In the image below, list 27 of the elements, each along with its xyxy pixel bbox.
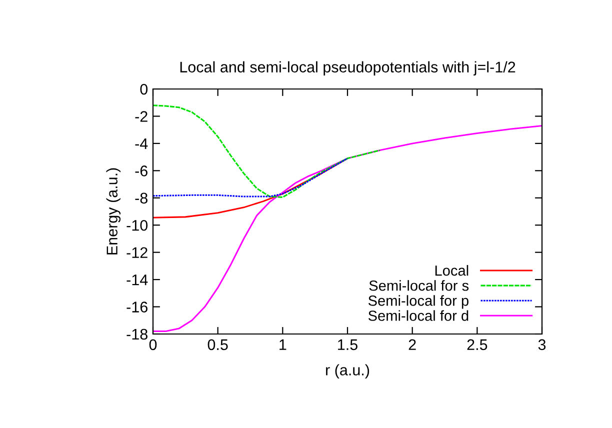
y-tick-label: -2 <box>135 111 148 122</box>
legend-label: Semi-local for s <box>369 280 469 291</box>
y-tick-label: -6 <box>135 166 148 176</box>
line-series <box>153 124 542 332</box>
line-series <box>153 104 381 198</box>
y-tick-label: -8 <box>135 192 148 204</box>
x-tick-label: 1.5 <box>338 339 358 350</box>
y-axis-title: Energy (a.u.) <box>106 168 121 254</box>
line-series <box>153 158 348 198</box>
y-tick-label: -16 <box>126 302 148 312</box>
y-tick-label: 0 <box>140 84 148 95</box>
x-tick-label: 3 <box>538 339 546 350</box>
x-tick-label: 1 <box>280 339 286 350</box>
y-tick-label: -10 <box>126 220 148 231</box>
legend-label: Semi-local for d <box>368 310 468 321</box>
y-tick-label: -12 <box>126 247 148 258</box>
x-tick-label: 0 <box>149 339 157 350</box>
y-tick-label: -14 <box>126 274 148 286</box>
x-tick-label: 0.5 <box>208 339 228 350</box>
y-tick-label: -18 <box>126 328 148 340</box>
x-tick-label: 2 <box>408 339 416 350</box>
legend-label: Semi-local for p <box>368 295 468 309</box>
chart-title: Local and semi-local pseudopotentials with j=l-1/2 <box>180 61 516 76</box>
x-axis-title: r (a.u.) <box>326 364 370 378</box>
y-tick-label: -4 <box>135 138 148 149</box>
legend-label: Local <box>435 265 468 276</box>
x-tick-label: 2.5 <box>467 339 488 350</box>
